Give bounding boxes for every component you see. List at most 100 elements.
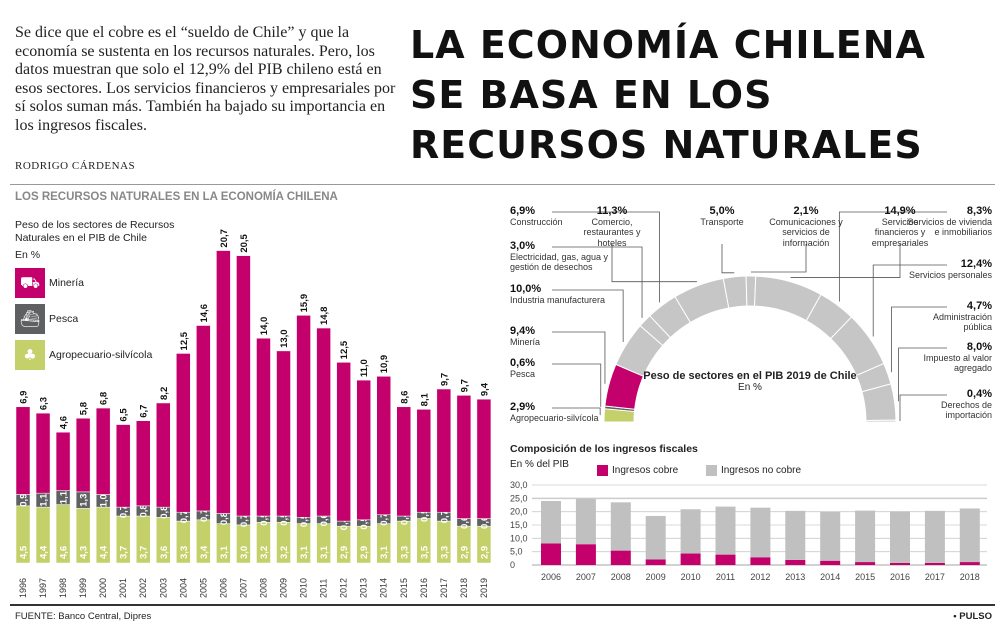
chart1-legend: ⛟ Minería ⛴ Pesca ♣ Agropecuario-silvíco… — [15, 268, 152, 370]
year-label: 2013 — [359, 578, 369, 598]
leader-line — [891, 306, 947, 373]
year-label: 2006 — [218, 578, 228, 598]
data-label: 2,9 — [479, 546, 490, 559]
data-label: 0,5 — [259, 512, 270, 526]
slice-value: 12,4% — [960, 258, 992, 270]
data-label: 2,9 — [359, 546, 370, 559]
leader-line — [552, 211, 660, 303]
chart2-subtitle: En % — [738, 382, 762, 393]
data-label: 4,5 — [19, 545, 30, 559]
bar-segment — [236, 255, 251, 517]
bar-segment — [959, 562, 980, 565]
legend-swatch — [706, 465, 717, 476]
year-label: 2007 — [238, 578, 248, 598]
slice-name: Minería — [510, 336, 541, 347]
data-label: 0,6 — [319, 513, 330, 526]
bar-segment — [216, 250, 231, 514]
data-label: 12,5 — [179, 331, 190, 350]
data-label: 0,8 — [219, 512, 230, 525]
bar-segment — [336, 362, 351, 522]
data-label: 1,1 — [39, 493, 50, 507]
bar-segment — [356, 379, 371, 521]
leader-line — [552, 246, 643, 318]
slice-value: 0,4% — [966, 388, 992, 400]
data-label: 4,3 — [79, 546, 90, 559]
slice-value: 14,9% — [884, 205, 916, 217]
legend-item-mineria: ⛟ Minería — [15, 268, 152, 298]
year-label: 2008 — [258, 578, 268, 598]
data-label: 3,3 — [439, 546, 450, 559]
data-label: 6,9 — [19, 391, 30, 404]
slice-label: 2,1% Comunicaciones y servicios de inform… — [766, 206, 846, 248]
legend-swatch — [597, 465, 608, 476]
bar-segment — [135, 420, 151, 507]
data-label: 2,9 — [459, 546, 470, 559]
data-label: 14,8 — [319, 307, 330, 326]
slice-value: 8,0% — [966, 341, 992, 353]
year-label: 2001 — [118, 578, 128, 598]
section-heading: LOS RECURSOS NATURALES EN LA ECONOMÍA CH… — [15, 191, 338, 203]
data-label: 0,5 — [419, 508, 430, 522]
slice-label: 8,0% Impuesto al valor agregado — [902, 342, 992, 374]
x-tick-label: 2006 — [541, 572, 561, 582]
chart1-bars: 4,5 0,9 6,9 1996 4,4 1,1 6,3 1997 4,6 1,1 4,6 1998 4… — [15, 229, 492, 598]
slice-name: Construcción — [510, 216, 563, 227]
bar-segment — [156, 402, 171, 508]
data-label: 6,8 — [99, 392, 110, 405]
bar-segment — [35, 412, 51, 494]
slice-name: Servicios de vivienda e inmobiliarios — [907, 216, 992, 238]
year-label: 2009 — [279, 578, 289, 598]
data-label: 14,0 — [259, 317, 270, 336]
x-tick-label: 2007 — [576, 572, 596, 582]
data-label: 4,4 — [99, 545, 110, 559]
chart3-subtitle: En % del PIB — [510, 459, 569, 470]
data-label: 8,6 — [399, 391, 410, 404]
year-label: 2000 — [98, 578, 108, 598]
leader-line — [552, 363, 602, 407]
data-label: 3,7 — [119, 546, 130, 559]
leader-line — [838, 211, 947, 302]
bar-segment — [610, 502, 631, 551]
data-label: 0,7 — [119, 505, 130, 518]
data-label: 0,6 — [459, 516, 470, 529]
data-label: 11,0 — [359, 359, 370, 377]
bar-segment — [890, 511, 910, 563]
bar-segment — [75, 417, 91, 493]
data-label: 3,6 — [159, 546, 170, 559]
arc-segment — [865, 419, 897, 423]
bar-segment — [820, 560, 841, 565]
x-tick-label: 2013 — [785, 572, 805, 582]
year-label: 1997 — [38, 578, 48, 598]
year-label: 2011 — [319, 579, 329, 598]
data-label: 8,2 — [159, 387, 170, 400]
leader-line — [611, 244, 697, 283]
slice-name: Electricidad, gas, agua y gestión de des… — [510, 251, 609, 273]
data-label: 3,1 — [219, 545, 230, 559]
data-label: 3,1 — [319, 545, 330, 559]
leader-line — [898, 347, 947, 402]
bar-segment — [416, 409, 432, 513]
bar-segment — [436, 388, 452, 513]
legend-item-agro: ♣ Agropecuario-silvícola — [15, 340, 152, 370]
data-label: 9,4 — [479, 382, 490, 396]
data-label: 14,6 — [199, 304, 210, 323]
bar-segment — [924, 562, 945, 565]
x-tick-label: 2009 — [646, 572, 666, 582]
slice-label: 9,4% Minería — [510, 326, 630, 347]
data-label: 0,4 — [399, 511, 410, 525]
data-label: 0,5 — [299, 513, 310, 527]
slice-value: 8,3% — [966, 205, 992, 217]
intro-paragraph: Se dice que el cobre es el “sueldo de Ch… — [15, 24, 396, 134]
slice-value: 6,9% — [510, 205, 536, 217]
data-label: 2,9 — [339, 546, 350, 559]
year-label: 2014 — [379, 578, 389, 598]
leader-line — [552, 289, 624, 342]
slice-name: Servicios personales — [908, 269, 992, 280]
data-label: 0,7 — [239, 514, 250, 527]
data-label: 0,7 — [179, 510, 190, 523]
chart3-bars: 0 5,0 10,0 15,0 20,0 25,0 30,0 2006 2007 2008 2009… — [510, 480, 987, 582]
data-label: 3,4 — [199, 545, 210, 559]
slice-name: Transporte — [700, 216, 744, 227]
bar-segment — [750, 557, 771, 565]
y-tick-label: 30,0 — [510, 480, 528, 490]
